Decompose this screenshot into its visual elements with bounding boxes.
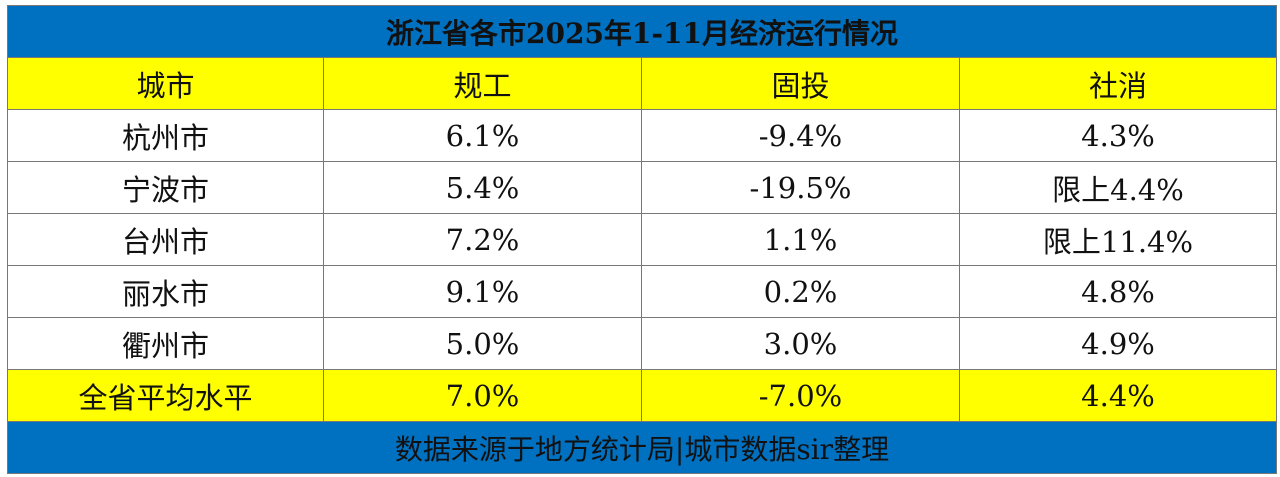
investment-cell[interactable]: 0.2% <box>641 265 960 318</box>
average-label[interactable]: 全省平均水平 <box>7 369 324 422</box>
header-investment[interactable]: 固投 <box>641 57 960 110</box>
table-row: 丽水市 9.1% 0.2% 4.8% <box>7 265 1277 318</box>
average-row: 全省平均水平 7.0% -7.0% 4.4% <box>7 369 1277 422</box>
retail-cell[interactable]: 4.8% <box>959 265 1277 318</box>
source-note[interactable]: 数据来源于地方统计局|城市数据sir整理 <box>7 421 1277 474</box>
city-cell[interactable]: 丽水市 <box>7 265 324 318</box>
industry-cell[interactable]: 5.4% <box>323 161 642 214</box>
investment-cell[interactable]: -19.5% <box>641 161 960 214</box>
industry-cell[interactable]: 7.2% <box>323 213 642 266</box>
average-retail[interactable]: 4.4% <box>959 369 1277 422</box>
industry-cell[interactable]: 6.1% <box>323 109 642 162</box>
investment-cell[interactable]: -9.4% <box>641 109 960 162</box>
table-row: 杭州市 6.1% -9.4% 4.3% <box>7 109 1277 162</box>
investment-cell[interactable]: 1.1% <box>641 213 960 266</box>
table-row: 台州市 7.2% 1.1% 限上11.4% <box>7 213 1277 266</box>
table-row: 宁波市 5.4% -19.5% 限上4.4% <box>7 161 1277 214</box>
retail-cell[interactable]: 4.3% <box>959 109 1277 162</box>
title-row: 浙江省各市2025年1-11月经济运行情况 <box>7 5 1277 58</box>
retail-cell[interactable]: 限上4.4% <box>959 161 1277 214</box>
table-row: 衢州市 5.0% 3.0% 4.9% <box>7 317 1277 370</box>
table-title[interactable]: 浙江省各市2025年1-11月经济运行情况 <box>7 5 1277 58</box>
city-cell[interactable]: 宁波市 <box>7 161 324 214</box>
industry-cell[interactable]: 5.0% <box>323 317 642 370</box>
average-industry[interactable]: 7.0% <box>323 369 642 422</box>
retail-cell[interactable]: 限上11.4% <box>959 213 1277 266</box>
investment-cell[interactable]: 3.0% <box>641 317 960 370</box>
city-cell[interactable]: 衢州市 <box>7 317 324 370</box>
city-cell[interactable]: 杭州市 <box>7 109 324 162</box>
header-industry[interactable]: 规工 <box>323 57 642 110</box>
retail-cell[interactable]: 4.9% <box>959 317 1277 370</box>
header-city[interactable]: 城市 <box>7 57 324 110</box>
economy-table: 浙江省各市2025年1-11月经济运行情况 城市 规工 固投 社消 杭州市 6.… <box>7 5 1277 474</box>
industry-cell[interactable]: 9.1% <box>323 265 642 318</box>
header-row: 城市 规工 固投 社消 <box>7 57 1277 110</box>
city-cell[interactable]: 台州市 <box>7 213 324 266</box>
footer-row: 数据来源于地方统计局|城市数据sir整理 <box>7 421 1277 474</box>
header-retail[interactable]: 社消 <box>959 57 1277 110</box>
average-investment[interactable]: -7.0% <box>641 369 960 422</box>
